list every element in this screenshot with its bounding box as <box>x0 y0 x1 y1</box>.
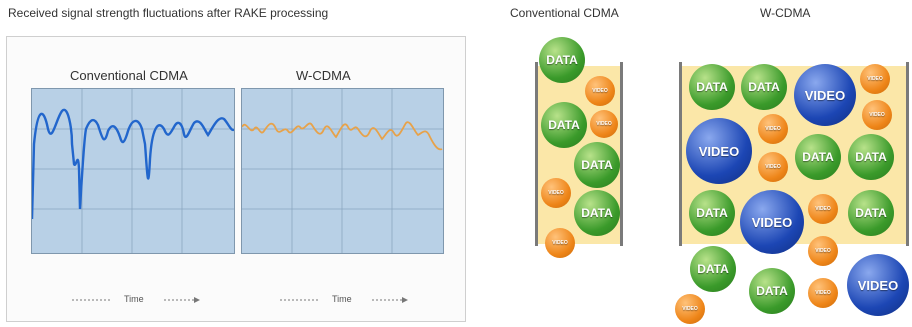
video-ball-icon: VIDEO <box>794 64 856 126</box>
video-ball-icon: VIDEO <box>740 190 804 254</box>
small-video-ball-icon: VIDEO <box>590 110 618 138</box>
conv-panel-title: Conventional CDMA <box>70 68 188 83</box>
small-video-ball-icon: VIDEO <box>808 236 838 266</box>
wcdma-title: W-CDMA <box>760 6 811 20</box>
wcdma-time-label: Time <box>332 294 352 304</box>
conv-signal-plot <box>31 88 235 254</box>
data-ball-icon: DATA <box>689 190 735 236</box>
conv-tube-left-rail <box>535 62 538 246</box>
wcdma-signal-plot <box>241 88 444 254</box>
data-ball-icon: DATA <box>689 64 735 110</box>
data-ball-icon: DATA <box>749 268 795 314</box>
data-ball-icon: DATA <box>741 64 787 110</box>
small-video-ball-icon: VIDEO <box>860 64 890 94</box>
wcdma-panel-title: W-CDMA <box>296 68 351 83</box>
conv-time-axis: Time <box>72 294 202 306</box>
conv-time-label: Time <box>124 294 144 304</box>
conv-signal-svg <box>32 89 234 253</box>
small-video-ball-icon: VIDEO <box>541 178 571 208</box>
conv-tube-right-rail <box>620 62 623 246</box>
wcdma-time-axis: Time <box>280 294 410 306</box>
data-ball-icon: DATA <box>795 134 841 180</box>
video-ball-icon: VIDEO <box>686 118 752 184</box>
small-video-ball-icon: VIDEO <box>758 114 788 144</box>
wcdma-signal-trace <box>242 121 443 151</box>
small-video-ball-icon: VIDEO <box>808 194 838 224</box>
conv-cdma-title: Conventional CDMA <box>510 6 619 20</box>
data-ball-icon: DATA <box>539 37 585 83</box>
conv-time-arrow <box>72 297 200 303</box>
small-video-ball-icon: VIDEO <box>675 294 705 324</box>
small-video-ball-icon: VIDEO <box>585 76 615 106</box>
data-ball-icon: DATA <box>848 190 894 236</box>
small-video-ball-icon: VIDEO <box>545 228 575 258</box>
wcdma-tube-right-rail <box>906 62 909 246</box>
small-video-ball-icon: VIDEO <box>862 100 892 130</box>
data-ball-icon: DATA <box>690 246 736 292</box>
wcdma-signal-svg <box>242 89 443 253</box>
wcdma-time-arrow <box>280 297 408 303</box>
left-caption: Received signal strength fluctuations af… <box>8 6 329 20</box>
wcdma-tube-left-rail <box>679 62 682 246</box>
video-ball-icon: VIDEO <box>847 254 909 316</box>
data-ball-icon: DATA <box>541 102 587 148</box>
conv-signal-trace <box>32 108 234 220</box>
data-ball-icon: DATA <box>848 134 894 180</box>
small-video-ball-icon: VIDEO <box>808 278 838 308</box>
small-video-ball-icon: VIDEO <box>758 152 788 182</box>
data-ball-icon: DATA <box>574 190 620 236</box>
data-ball-icon: DATA <box>574 142 620 188</box>
